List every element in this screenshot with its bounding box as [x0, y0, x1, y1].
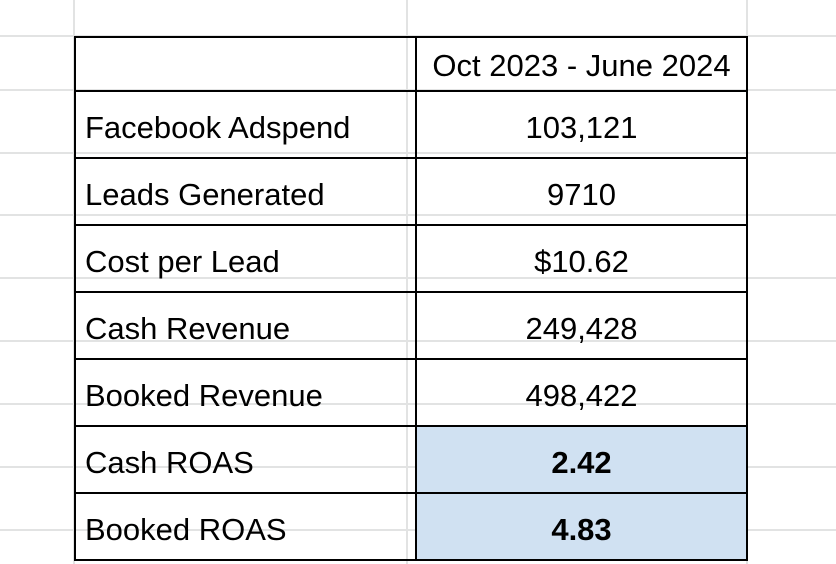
metric-value-cell[interactable]: 2.42 [415, 425, 748, 494]
spreadsheet-table: Oct 2023 - June 2024 Facebook Adspend 10… [74, 36, 748, 561]
metric-value-cell[interactable]: 4.83 [415, 492, 748, 561]
table-row: Booked ROAS 4.83 [74, 492, 748, 561]
metric-label-cell[interactable]: Cash Revenue [74, 291, 417, 360]
table-row: Cash Revenue 249,428 [74, 291, 748, 360]
grid-column-line [73, 0, 75, 564]
table-row: Cost per Lead $10.62 [74, 224, 748, 293]
header-corner-cell[interactable] [74, 36, 417, 92]
metric-label-cell[interactable]: Cost per Lead [74, 224, 417, 293]
grid-column-line [746, 0, 748, 564]
table-row: Facebook Adspend 103,121 [74, 90, 748, 159]
grid-row-line [0, 35, 836, 37]
table-row: Cash ROAS 2.42 [74, 425, 748, 494]
metric-label-cell[interactable]: Facebook Adspend [74, 90, 417, 159]
metric-value-cell[interactable]: 249,428 [415, 291, 748, 360]
metric-value-cell[interactable]: 9710 [415, 157, 748, 226]
table-row: Leads Generated 9710 [74, 157, 748, 226]
metric-label-cell[interactable]: Cash ROAS [74, 425, 417, 494]
metric-label-cell[interactable]: Booked Revenue [74, 358, 417, 427]
header-row: Oct 2023 - June 2024 [74, 36, 748, 92]
metric-value-cell[interactable]: 103,121 [415, 90, 748, 159]
header-period-cell[interactable]: Oct 2023 - June 2024 [415, 36, 748, 92]
metric-label-cell[interactable]: Booked ROAS [74, 492, 417, 561]
metric-value-cell[interactable]: $10.62 [415, 224, 748, 293]
metric-value-cell[interactable]: 498,422 [415, 358, 748, 427]
metric-label-cell[interactable]: Leads Generated [74, 157, 417, 226]
table-row: Booked Revenue 498,422 [74, 358, 748, 427]
